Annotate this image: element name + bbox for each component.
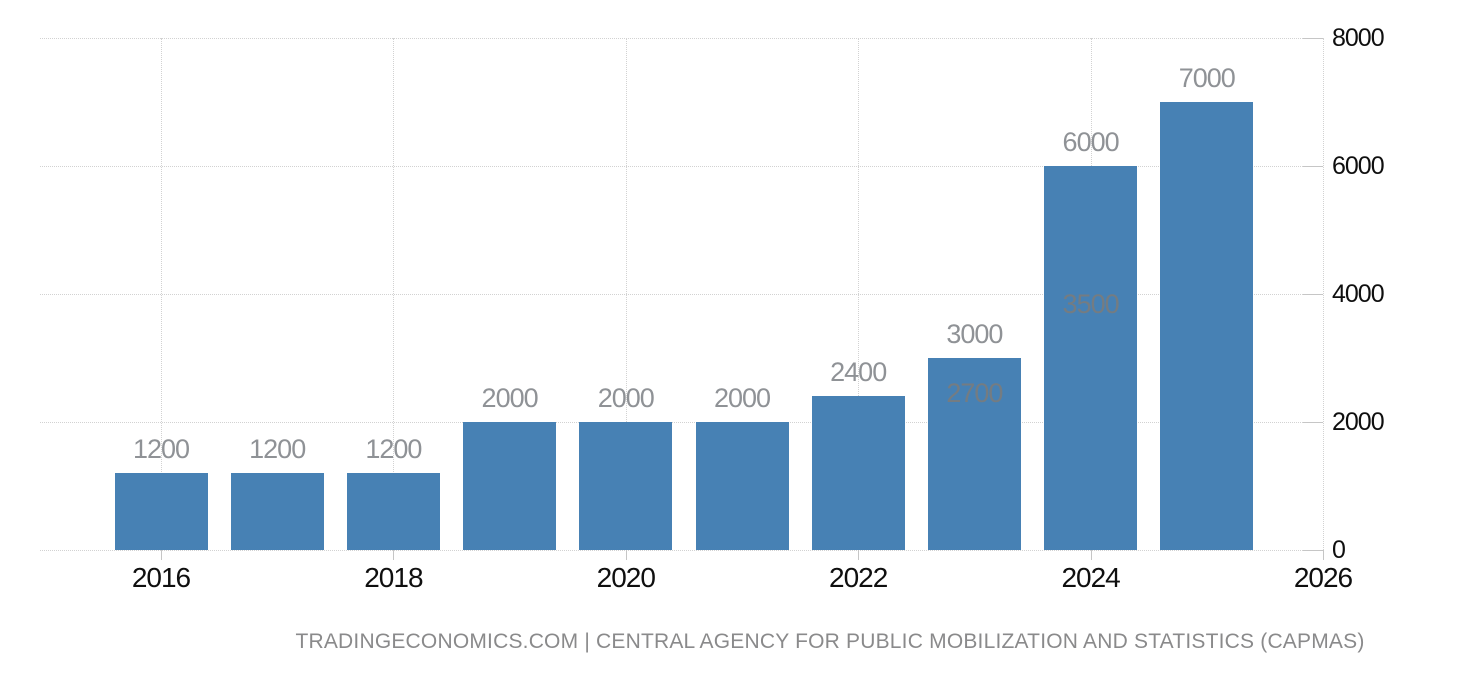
x-axis-label: 2024 — [1061, 562, 1120, 593]
bar-value-label: 2000 — [713, 383, 771, 413]
bar[interactable] — [346, 473, 440, 550]
y-gridline — [40, 294, 1323, 295]
bar-value-label: 1200 — [132, 434, 190, 465]
bar[interactable] — [695, 422, 789, 550]
bar-value-label: 2000 — [481, 383, 539, 413]
bar-value-label: 3000 — [946, 319, 1003, 349]
x-axis-label: 2016 — [131, 562, 191, 593]
x-gridline — [625, 38, 627, 550]
bar-value-label: 2000 — [597, 383, 655, 413]
ghost-value-label: 2700 — [946, 378, 1003, 409]
y-axis-label: 6000 — [1332, 152, 1385, 180]
x-gridline — [393, 38, 395, 550]
x-axis-tick — [1090, 550, 1092, 560]
y-gridline — [40, 422, 1323, 423]
x-axis-tick — [393, 550, 395, 560]
source-attribution: TRADINGECONOMICS.COM | CENTRAL AGENCY FO… — [295, 630, 1365, 653]
bar-value-label: 7000 — [1178, 63, 1236, 93]
bar[interactable] — [1044, 166, 1138, 550]
bar-value-label: 6000 — [1062, 127, 1120, 157]
x-axis-tick — [1323, 550, 1324, 560]
y-axis-tick — [1303, 550, 1323, 551]
y-axis-tick — [1303, 166, 1323, 167]
ghost-value-label: 3500 — [1062, 289, 1120, 320]
x-axis-tick — [161, 550, 162, 560]
bar[interactable] — [463, 422, 557, 550]
y-axis-label: 4000 — [1332, 280, 1385, 308]
bar[interactable] — [230, 473, 324, 550]
y-gridline — [40, 38, 1323, 39]
x-axis-label: 2020 — [596, 562, 656, 593]
y-axis-tick — [1303, 422, 1323, 423]
bar-value-label: 1200 — [249, 434, 306, 465]
bar-value-label: 1200 — [365, 434, 422, 465]
y-axis-tick — [1303, 294, 1323, 295]
y-axis-label: 2000 — [1332, 408, 1385, 436]
x-axis-tick — [625, 550, 627, 560]
y-gridline — [40, 550, 1323, 551]
x-axis-label: 2026 — [1293, 562, 1353, 593]
x-gridline — [858, 38, 860, 550]
bar[interactable] — [579, 422, 673, 550]
x-gridline — [1323, 38, 1324, 550]
x-axis-tick — [858, 550, 860, 560]
y-gridline — [40, 166, 1323, 167]
y-axis-tick — [1303, 38, 1323, 39]
bar[interactable] — [927, 358, 1021, 550]
x-gridline — [161, 38, 162, 550]
bar[interactable] — [1160, 102, 1254, 550]
y-axis-label: 0 — [1332, 536, 1346, 564]
bar-value-label: 2400 — [830, 357, 887, 388]
bar[interactable] — [811, 396, 905, 550]
bar[interactable] — [114, 473, 208, 550]
y-axis-label: 8000 — [1332, 24, 1385, 52]
x-axis-label: 2022 — [829, 562, 888, 593]
x-axis-label: 2018 — [364, 562, 423, 593]
